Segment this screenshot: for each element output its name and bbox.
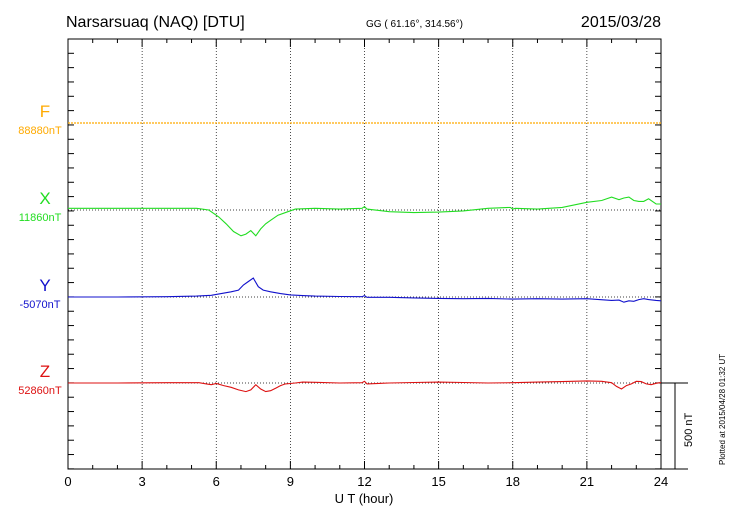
x-tick-label: 3 — [139, 474, 146, 489]
series-baseline-z: 52860nT — [18, 385, 62, 397]
x-tick-label: 12 — [357, 474, 371, 489]
series-name-f: F — [40, 102, 50, 121]
series-line-x — [68, 196, 661, 237]
series-name-y: Y — [39, 276, 50, 295]
series-line-y — [68, 277, 662, 303]
plot-frame — [67, 38, 662, 470]
x-tick-label: 18 — [506, 474, 520, 489]
series-lines — [68, 122, 662, 393]
axis-ticks — [67, 39, 662, 470]
grid-lines — [68, 39, 661, 469]
x-tick-label: 21 — [580, 474, 594, 489]
plotted-timestamp: Plotted at 2015/04/28 01:32 UT — [718, 354, 727, 465]
scale-bar-label: 500 nT — [683, 412, 695, 447]
x-axis-label: U T (hour) — [335, 491, 394, 506]
series-baseline-x: 11860nT — [19, 212, 62, 224]
series-labels: F 88880nT X 11860nT Y -5070nT Z 52860nT — [18, 102, 62, 397]
station-title: Narsarsuaq (NAQ) [DTU] — [66, 14, 245, 31]
station-coordinates: GG ( 61.16°, 314.56°) — [366, 19, 463, 30]
series-name-z: Z — [40, 362, 50, 381]
x-tick-labels: 0 3 6 9 12 15 18 21 24 — [64, 474, 668, 489]
series-baseline-y: -5070nT — [20, 299, 61, 311]
series-name-x: X — [39, 189, 50, 208]
x-tick-label: 0 — [64, 474, 71, 489]
series-line-z — [68, 380, 662, 393]
plot-date: 2015/03/28 — [581, 14, 661, 31]
x-tick-label: 24 — [654, 474, 668, 489]
series-baseline-f: 88880nT — [18, 125, 62, 137]
x-tick-label: 15 — [431, 474, 445, 489]
x-tick-label: 6 — [213, 474, 220, 489]
x-tick-label: 9 — [287, 474, 294, 489]
